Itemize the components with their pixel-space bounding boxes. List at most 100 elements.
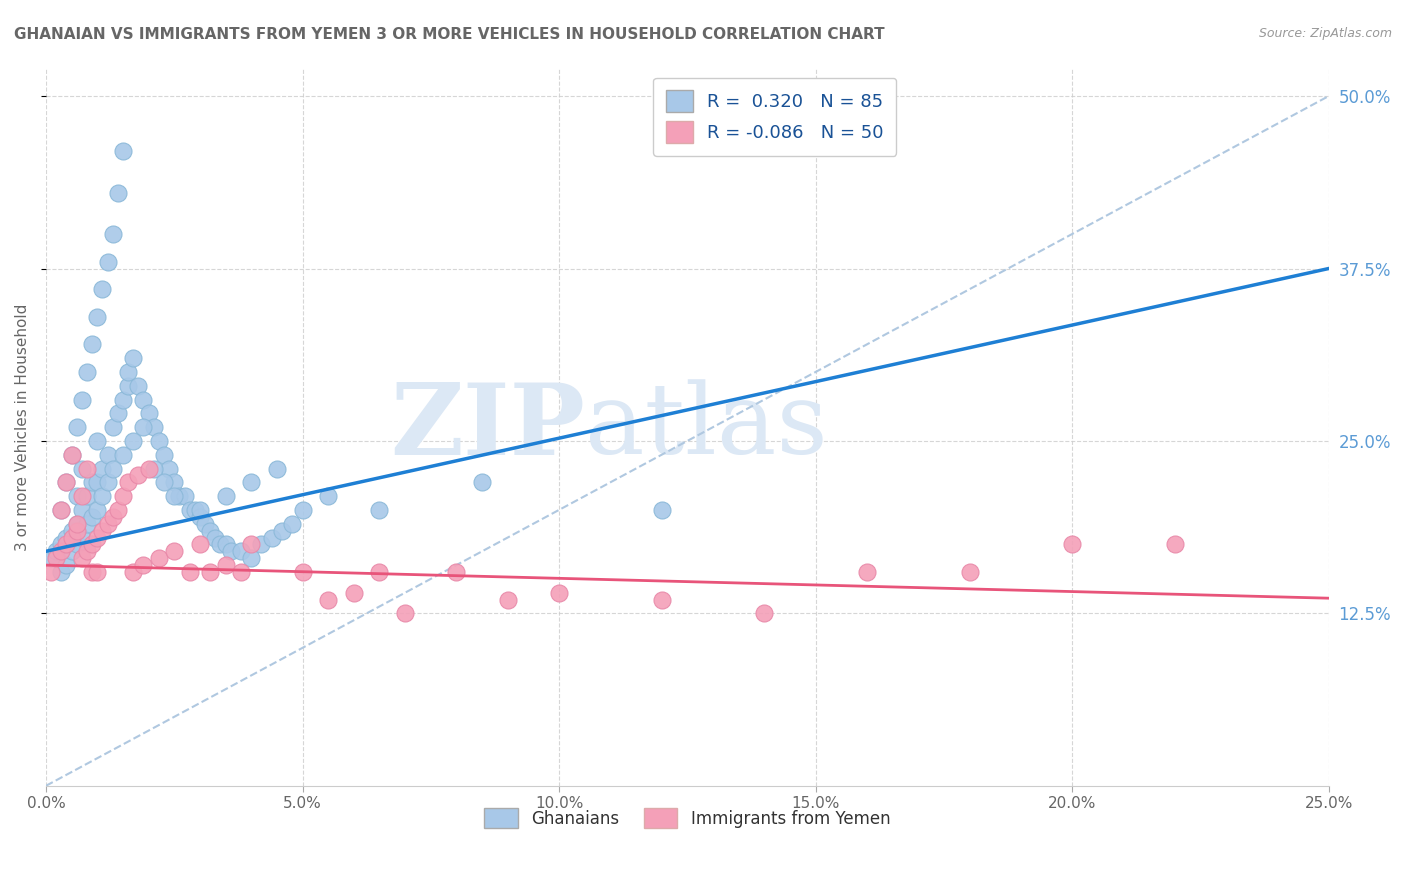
Point	[316, 489, 339, 503]
Point	[66, 537, 89, 551]
Point	[240, 475, 263, 490]
Point	[45, 551, 67, 566]
Point	[153, 475, 176, 490]
Point	[70, 461, 93, 475]
Point	[60, 448, 83, 462]
Point	[82, 565, 104, 579]
Point	[76, 461, 98, 475]
Point	[91, 461, 114, 475]
Point	[122, 565, 145, 579]
Point	[271, 524, 294, 538]
Point	[250, 537, 273, 551]
Point	[86, 503, 108, 517]
Point	[117, 475, 139, 490]
Point	[148, 551, 170, 566]
Point	[368, 503, 391, 517]
Point	[45, 544, 67, 558]
Point	[343, 585, 366, 599]
Point	[86, 310, 108, 324]
Point	[142, 420, 165, 434]
Point	[111, 392, 134, 407]
Point	[70, 489, 93, 503]
Point	[394, 607, 416, 621]
Point	[86, 475, 108, 490]
Point	[368, 565, 391, 579]
Point	[117, 365, 139, 379]
Point	[651, 592, 673, 607]
Point	[291, 565, 314, 579]
Point	[101, 509, 124, 524]
Point	[76, 489, 98, 503]
Point	[169, 489, 191, 503]
Point	[107, 406, 129, 420]
Point	[856, 565, 879, 579]
Point	[60, 544, 83, 558]
Point	[96, 516, 118, 531]
Point	[194, 516, 217, 531]
Point	[111, 448, 134, 462]
Point	[117, 378, 139, 392]
Point	[60, 524, 83, 538]
Point	[214, 537, 236, 551]
Point	[51, 565, 73, 579]
Point	[51, 544, 73, 558]
Point	[76, 516, 98, 531]
Y-axis label: 3 or more Vehicles in Household: 3 or more Vehicles in Household	[15, 303, 30, 551]
Point	[39, 551, 62, 566]
Point	[163, 489, 186, 503]
Point	[471, 475, 494, 490]
Point	[179, 503, 201, 517]
Point	[76, 544, 98, 558]
Point	[173, 489, 195, 503]
Point	[198, 565, 221, 579]
Point	[60, 448, 83, 462]
Point	[138, 461, 160, 475]
Point	[291, 503, 314, 517]
Point	[496, 592, 519, 607]
Point	[214, 558, 236, 573]
Point	[86, 531, 108, 545]
Point	[91, 489, 114, 503]
Point	[179, 565, 201, 579]
Point	[1164, 537, 1187, 551]
Point	[51, 503, 73, 517]
Point	[66, 524, 89, 538]
Point	[138, 406, 160, 420]
Point	[91, 282, 114, 296]
Text: GHANAIAN VS IMMIGRANTS FROM YEMEN 3 OR MORE VEHICLES IN HOUSEHOLD CORRELATION CH: GHANAIAN VS IMMIGRANTS FROM YEMEN 3 OR M…	[14, 27, 884, 42]
Point	[111, 489, 134, 503]
Point	[266, 461, 288, 475]
Point	[86, 565, 108, 579]
Point	[163, 475, 186, 490]
Point	[55, 558, 77, 573]
Point	[198, 524, 221, 538]
Point	[101, 420, 124, 434]
Point	[70, 392, 93, 407]
Point	[96, 475, 118, 490]
Point	[107, 186, 129, 200]
Point	[82, 537, 104, 551]
Point	[96, 448, 118, 462]
Point	[209, 537, 232, 551]
Point	[132, 558, 155, 573]
Point	[82, 475, 104, 490]
Point	[163, 544, 186, 558]
Point	[229, 544, 252, 558]
Point	[260, 531, 283, 545]
Point	[60, 531, 83, 545]
Point	[229, 565, 252, 579]
Point	[55, 475, 77, 490]
Point	[959, 565, 981, 579]
Point	[66, 516, 89, 531]
Point	[86, 434, 108, 448]
Point	[55, 537, 77, 551]
Point	[70, 551, 93, 566]
Point	[240, 551, 263, 566]
Point	[127, 378, 149, 392]
Point	[204, 531, 226, 545]
Point	[214, 489, 236, 503]
Point	[82, 337, 104, 351]
Point	[39, 565, 62, 579]
Point	[51, 503, 73, 517]
Point	[548, 585, 571, 599]
